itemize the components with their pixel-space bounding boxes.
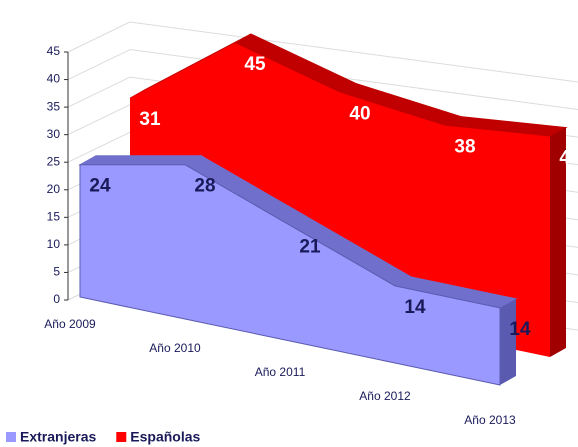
area [79,164,501,386]
legend-label: Españolas [130,429,200,445]
data-label: 40 [559,148,578,169]
x-tick-label: Año 2013 [464,413,516,427]
grid-line [67,49,578,111]
y-tick-label: 40 [47,72,61,86]
data-label: 14 [404,297,426,318]
data-label: 45 [244,54,266,75]
y-tick-label: 10 [47,237,61,251]
legend-swatch [116,432,127,442]
area-side-face [550,127,566,357]
legend-swatch [6,432,16,442]
data-label: 21 [299,236,321,257]
y-tick-label: 30 [47,127,61,141]
data-label: 38 [454,137,475,158]
y-tick-label: 5 [53,265,60,279]
data-label: 28 [194,176,215,197]
x-tick-label: Año 2009 [44,317,96,331]
data-label: 24 [89,176,111,197]
data-label: 14 [509,319,531,340]
grid-line [67,21,578,83]
area-side-face [500,298,516,385]
x-tick-label: Año 2011 [255,365,306,379]
y-tick-label: 15 [47,210,61,224]
area-top-face [78,155,203,166]
data-label: 40 [349,104,370,125]
x-tick-label: Año 2012 [359,389,411,403]
y-tick-label: 45 [47,44,61,58]
data-label: 31 [139,109,161,130]
y-tick-label: 0 [53,292,60,306]
y-tick-label: 20 [47,182,61,196]
y-tick-label: 35 [47,99,61,113]
legend-label: Extranjeras [20,429,96,445]
x-tick-label: Año 2010 [149,341,201,355]
y-tick-label: 25 [47,154,61,168]
